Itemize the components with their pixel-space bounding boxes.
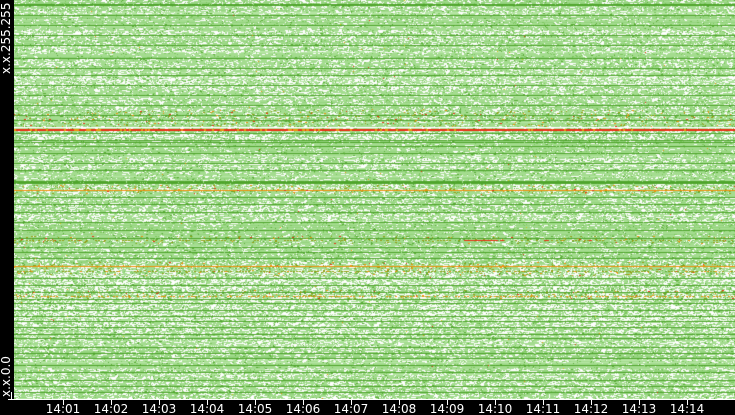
x-tick-label: 14:14 [669, 402, 705, 415]
x-tick-label: 14:11 [525, 402, 561, 415]
y-axis-label-bottom: x.x.0.0 [0, 356, 13, 397]
x-tick-label: 14:08 [381, 402, 417, 415]
x-axis-tick [159, 400, 160, 405]
x-tick-label: 14:01 [45, 402, 81, 415]
x-axis-strip [0, 399, 735, 415]
x-tick-label: 14:07 [333, 402, 369, 415]
x-axis-tick [543, 400, 544, 405]
x-tick-label: 14:10 [477, 402, 513, 415]
x-tick-label: 14:03 [141, 402, 177, 415]
y-axis-corner-tick [11, 392, 12, 400]
x-axis-tick [255, 400, 256, 405]
x-axis-tick [447, 400, 448, 405]
x-tick-label: 14:02 [93, 402, 129, 415]
x-tick-label: 14:05 [237, 402, 273, 415]
x-axis-tick [207, 400, 208, 405]
x-tick-label: 14:06 [285, 402, 321, 415]
y-axis-strip [0, 0, 14, 415]
x-axis-tick [399, 400, 400, 405]
x-axis-tick [495, 400, 496, 405]
x-tick-label: 14:09 [429, 402, 465, 415]
x-axis-tick [687, 400, 688, 405]
x-axis-tick [639, 400, 640, 405]
y-axis-label-top: x.x.255.255 [0, 2, 13, 74]
x-axis-tick [351, 400, 352, 405]
x-axis-tick [303, 400, 304, 405]
x-axis-tick [63, 400, 64, 405]
x-axis-tick [111, 400, 112, 405]
traffic-scatter-plot [14, 0, 735, 399]
x-tick-label: 14:04 [189, 402, 225, 415]
x-axis-tick [591, 400, 592, 405]
x-tick-label: 14:12 [573, 402, 609, 415]
x-tick-label: 14:13 [621, 402, 657, 415]
x-axis-line [8, 399, 735, 400]
